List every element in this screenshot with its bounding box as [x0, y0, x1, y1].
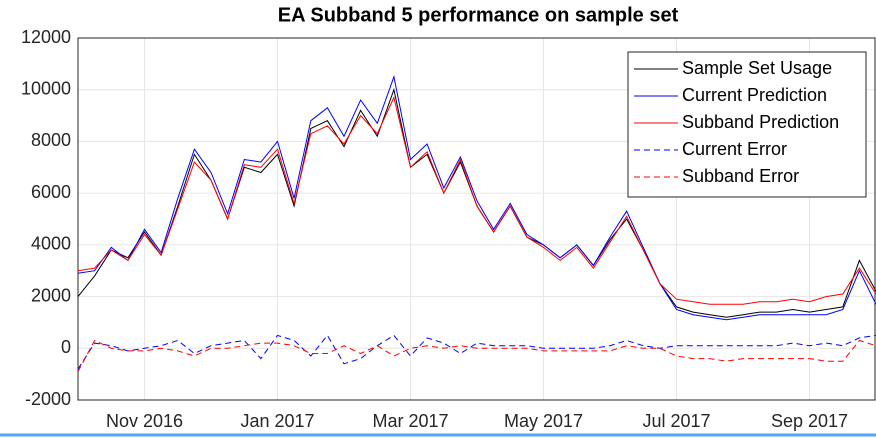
- series-line: [77, 95, 876, 305]
- x-tick-label: Mar 2017: [372, 411, 448, 431]
- series-line: [77, 339, 876, 372]
- x-tick-label: Nov 2016: [106, 411, 183, 431]
- legend-label: Subband Prediction: [682, 112, 839, 132]
- series-line: [77, 74, 876, 321]
- x-tick-label: Jan 2017: [240, 411, 314, 431]
- chart-title: EA Subband 5 performance on sample set: [278, 4, 679, 26]
- legend-label: Current Error: [682, 139, 787, 159]
- plot-frame: [77, 37, 876, 401]
- y-tick-label: 6000: [31, 182, 71, 202]
- y-tick-label: 12000: [21, 27, 71, 47]
- x-tick-label: May 2017: [504, 411, 583, 431]
- legend-label: Current Prediction: [682, 85, 827, 105]
- legend-label: Sample Set Usage: [682, 58, 832, 78]
- x-tick-label: Jul 2017: [642, 411, 710, 431]
- y-tick-label: 10000: [21, 78, 71, 98]
- series-line: [77, 334, 876, 370]
- x-tick-label: Sep 2017: [771, 411, 848, 431]
- y-tick-label: 0: [61, 337, 71, 357]
- legend-label: Subband Error: [682, 166, 799, 186]
- y-tick-label: 4000: [31, 234, 71, 254]
- legend-box: [627, 51, 867, 198]
- y-tick-label: -2000: [25, 389, 71, 409]
- y-tick-label: 8000: [31, 130, 71, 150]
- y-tick-label: 2000: [31, 285, 71, 305]
